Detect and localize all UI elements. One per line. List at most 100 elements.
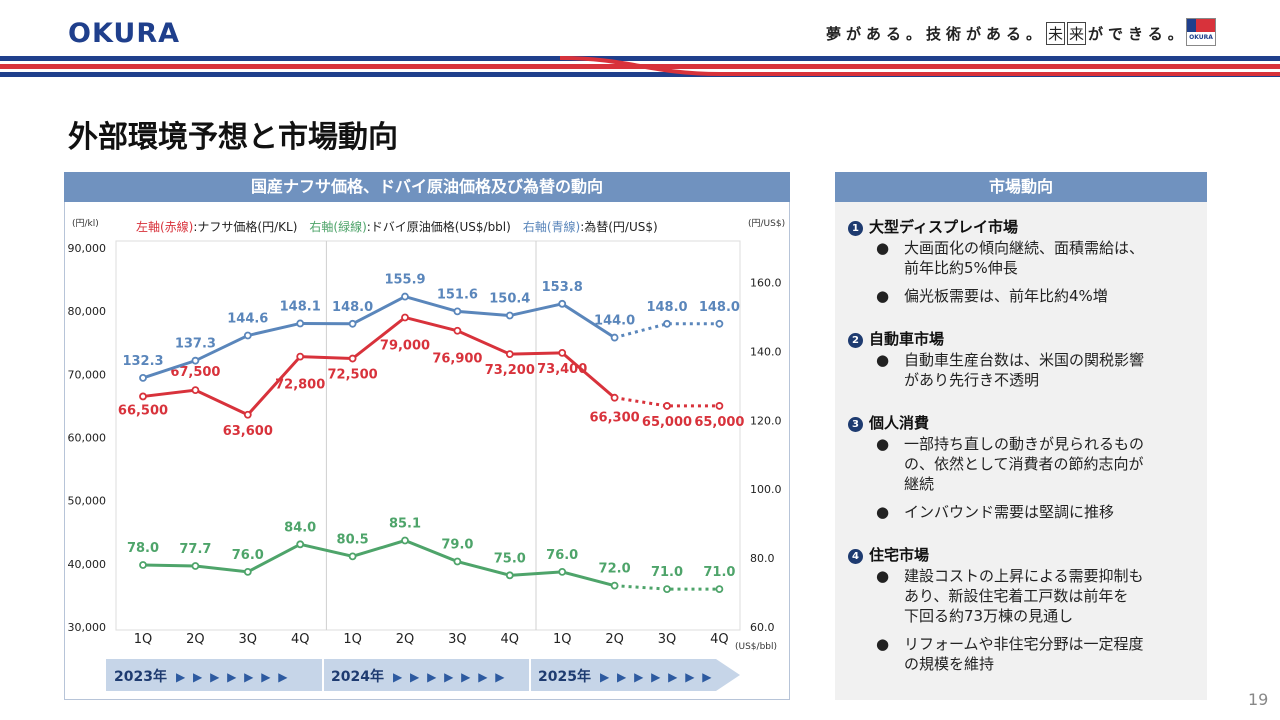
data-label: 67,500 (170, 365, 220, 380)
data-label: 73,200 (485, 363, 535, 378)
header-stripes (0, 56, 1280, 77)
series-0: 66,500 67,500 63,600 72,80072,50079,00076,9… (118, 313, 744, 439)
year-arrows: ▶ ▶ ▶ ▶ ▶ ▶ ▶ (600, 670, 714, 684)
data-label: 76.0 (232, 548, 264, 563)
data-point (453, 557, 462, 566)
data-label: 85.1 (389, 517, 421, 532)
data-label: 71.0 (651, 565, 683, 580)
left-tick-label: 80,000 (68, 305, 107, 318)
market-section-title: 2 自動車市場 (848, 328, 944, 349)
right-tick-label: 160.0 (750, 276, 782, 289)
left-axis-unit: (円/kl) (72, 218, 99, 229)
right-tick-label: 60.0 (750, 621, 775, 634)
data-point (610, 581, 619, 590)
right-axis-unit-bottom: (US$/bbl) (735, 642, 777, 652)
data-label: 66,500 (118, 403, 168, 418)
data-label: 148.0 (699, 300, 740, 315)
x-tick-label: 4Q (291, 632, 310, 647)
data-label: 76,900 (432, 352, 482, 367)
left-tick-label: 30,000 (68, 621, 107, 634)
market-bullet: ● 一部持ち直しの動きが見られるもの の、依然として消費者の節約志向が 継続 (876, 434, 1186, 494)
data-point (296, 319, 305, 328)
chart-legend: 左軸(赤線):ナフサ価格(円/KL) 右軸(緑線):ドバイ原油価格(US$/bbl… (136, 219, 658, 234)
data-point (453, 326, 462, 335)
x-tick-label: 3Q (658, 632, 677, 647)
data-point (610, 333, 619, 342)
legend-text-2: :為替(円/US$) (580, 220, 658, 234)
data-point (715, 585, 724, 593)
bullet-text: 自動車生産台数は、米国の関税影響 があり先行き不透明 (904, 351, 1145, 389)
chart-panel-title: 国産ナフサ価格、ドバイ原油価格及び為替の動向 (64, 172, 790, 202)
plot-area (115, 240, 741, 631)
bullet-dot: ● (876, 567, 890, 585)
tagline-part-b: ができる。 (1088, 25, 1188, 43)
x-tick-label: 3Q (239, 632, 258, 647)
data-label: 80.5 (337, 532, 369, 547)
section-number-badge: 2 (848, 333, 863, 348)
year-band (106, 659, 740, 691)
data-point (296, 540, 305, 549)
market-bullet: ● 建設コストの上昇による需要抑制も あり、新設住宅着工戸数は前年を 下回る約73万棟… (876, 566, 1186, 626)
year-label: 2023年 (114, 668, 167, 685)
data-point (139, 392, 147, 401)
bullet-dot: ● (876, 239, 890, 257)
data-point (139, 373, 147, 382)
data-label: 72.0 (599, 562, 631, 577)
okura-logo: OKURA (68, 18, 181, 49)
series-2: 132.3 137.3 144.6 148.1 148.0 155.9 151.6 150.4… (122, 273, 740, 382)
data-point (453, 307, 462, 316)
x-tick-label: 2Q (605, 632, 624, 647)
chart-panel (64, 202, 790, 700)
section-number-badge: 4 (848, 549, 863, 564)
page-number: 19 (1248, 690, 1269, 709)
market-bullet: ● 偏光板需要は、前年比約4%増 (876, 286, 1186, 306)
legend-axis-1: 右軸(緑線) (309, 219, 366, 234)
data-point (558, 348, 567, 357)
bullet-dot: ● (876, 351, 890, 369)
data-label: 148.1 (280, 299, 321, 314)
right-tick-label: 120.0 (750, 414, 782, 427)
data-label: 79.0 (441, 538, 473, 553)
left-tick-label: 70,000 (68, 368, 107, 381)
data-point (191, 356, 200, 365)
year-arrows: ▶ ▶ ▶ ▶ ▶ ▶ ▶ (176, 670, 290, 684)
bullet-text: インバウンド需要は堅調に推移 (904, 503, 1115, 521)
data-point (715, 319, 724, 328)
x-tick-label: 2Q (186, 632, 205, 647)
data-label: 132.3 (122, 354, 163, 369)
data-label: 71.0 (703, 565, 735, 580)
bullet-dot: ● (876, 503, 890, 521)
x-tick-label: 4Q (710, 632, 729, 647)
data-label: 65,000 (642, 415, 692, 430)
data-label: 153.8 (542, 280, 583, 295)
x-tick-label: 1Q (343, 632, 362, 647)
x-tick-label: 2Q (396, 632, 415, 647)
data-point (401, 536, 409, 545)
data-label: 77.7 (179, 542, 211, 557)
legend-text-0: :ナフサ価格(円/KL) (193, 219, 297, 234)
bullet-dot: ● (876, 287, 890, 305)
data-point (191, 386, 200, 395)
data-point (558, 299, 567, 308)
data-label: 155.9 (384, 273, 425, 288)
right-tick-label: 140.0 (750, 345, 782, 358)
year-arrows: ▶ ▶ ▶ ▶ ▶ ▶ ▶ (393, 670, 507, 684)
data-label: 150.4 (489, 292, 530, 307)
data-label: 78.0 (127, 541, 159, 556)
corner-logo: OKURA (1186, 18, 1216, 46)
data-point (348, 354, 357, 363)
data-point (505, 311, 514, 320)
data-point (558, 567, 567, 576)
bullet-dot: ● (876, 635, 890, 653)
series-1: 78.0 77.7 76.0 84.0 80.5 85.1 79.0 75.0 76.0 72.0… (127, 517, 735, 593)
left-tick-label: 50,000 (68, 495, 107, 508)
data-label: 76.0 (546, 548, 578, 563)
tagline-box-1: 未 (1046, 22, 1066, 45)
bullet-text: リフォームや非住宅分野は一定程度 の規模を維持 (904, 635, 1144, 673)
data-label: 72,500 (328, 368, 378, 383)
market-bullet: ● 自動車生産台数は、米国の関税影響 があり先行き不透明 (876, 350, 1186, 390)
tagline-box-2: 来 (1067, 22, 1087, 45)
data-point (296, 352, 305, 361)
data-point (505, 571, 514, 580)
